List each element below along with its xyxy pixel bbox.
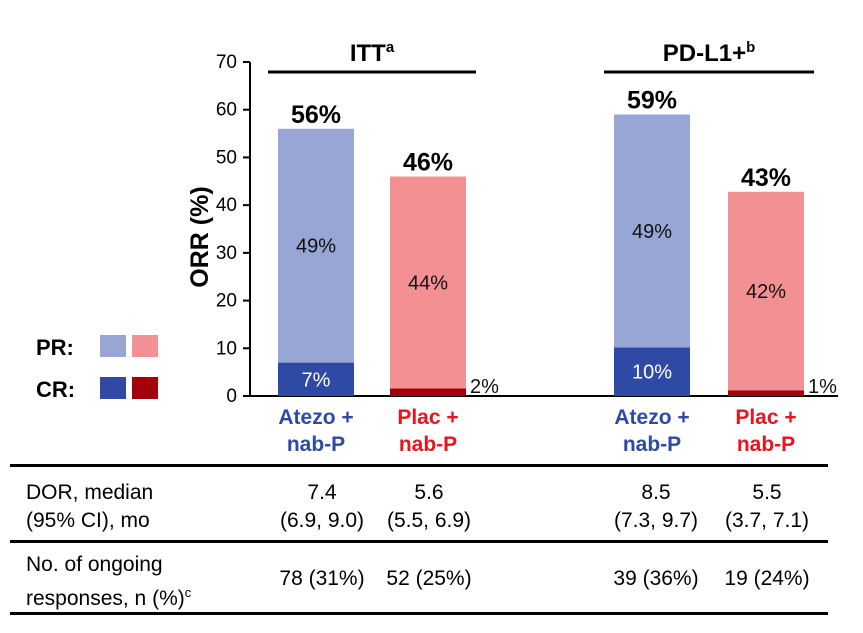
bar-category-label: nab-P bbox=[737, 433, 795, 456]
bar-pr-label: 49% bbox=[296, 236, 336, 258]
dor-cell-pdl1-atezo: 8.5 (7.3, 9.7) bbox=[613, 481, 699, 532]
orr-chart: 0 10 20 30 40 50 60 70 ORR (%) ITTa 56% 49% 7% Atezo… bbox=[186, 39, 838, 456]
bar-category-label: nab-P bbox=[287, 433, 345, 456]
y-tick-label: 60 bbox=[216, 100, 237, 121]
y-tick-label: 10 bbox=[216, 338, 237, 359]
bar-segment-pr bbox=[390, 176, 466, 389]
bar-segment-pr bbox=[614, 114, 690, 348]
table-top-rule bbox=[10, 464, 828, 467]
ongoing-cell-pdl1-atezo: 39 (36%) bbox=[613, 567, 699, 590]
group-title: ITTa bbox=[350, 39, 395, 67]
y-tick-label: 0 bbox=[226, 386, 237, 407]
bar-pr-label: 42% bbox=[746, 281, 786, 303]
bar-category-label: nab-P bbox=[399, 433, 457, 456]
bar-cr-label: 1% bbox=[808, 376, 837, 398]
bar-category-label: Atezo + bbox=[614, 406, 689, 429]
group-title: PD-L1+b bbox=[663, 39, 756, 67]
dor-row-label: DOR, median (95% CI), mo bbox=[26, 481, 154, 532]
legend-cr-atezo-swatch bbox=[100, 377, 126, 399]
y-tick-label: 50 bbox=[216, 147, 237, 168]
bar-category-label: Atezo + bbox=[278, 406, 353, 429]
bar-pr-label: 44% bbox=[408, 272, 448, 294]
bar-pr-label: 49% bbox=[632, 221, 672, 243]
bar-total-label: 46% bbox=[403, 149, 453, 177]
legend-pr-plac-swatch bbox=[132, 335, 158, 357]
legend-pr-label: PR: bbox=[36, 335, 74, 360]
y-tick-label: 70 bbox=[216, 52, 237, 73]
y-tick-label: 30 bbox=[216, 243, 237, 264]
bar-segment-pr bbox=[728, 191, 804, 391]
y-axis-label: ORR (%) bbox=[186, 186, 214, 287]
bar-category-label: nab-P bbox=[623, 433, 681, 456]
y-tick-label: 20 bbox=[216, 291, 237, 312]
bar-cr-label: 7% bbox=[302, 369, 331, 391]
dor-cell-itt-plac: 5.6 (5.5, 6.9) bbox=[386, 481, 472, 532]
dor-cell-itt-atezo: 7.4 (6.9, 9.0) bbox=[279, 481, 365, 532]
bar-total-label: 43% bbox=[741, 164, 791, 192]
legend-cr-plac-swatch bbox=[132, 377, 158, 399]
bar-total-label: 56% bbox=[291, 101, 341, 129]
ongoing-cell-pdl1-plac: 19 (24%) bbox=[724, 567, 810, 590]
bar-total-label: 59% bbox=[627, 86, 677, 114]
legend-cr-label: CR: bbox=[36, 377, 76, 402]
table-mid-rule bbox=[10, 540, 828, 543]
y-tick-label: 40 bbox=[216, 195, 237, 216]
bar-segment-cr bbox=[390, 388, 466, 396]
ongoing-cell-itt-atezo: 78 (31%) bbox=[279, 567, 365, 590]
bar-segment-cr bbox=[728, 390, 804, 396]
table-bottom-rule bbox=[10, 612, 828, 615]
bar-segment-cr bbox=[278, 362, 354, 396]
bar-segment-cr bbox=[614, 347, 690, 396]
bar-cr-label: 2% bbox=[470, 376, 499, 398]
bar-category-label: Plac + bbox=[397, 406, 458, 429]
bar-category-label: Plac + bbox=[735, 406, 796, 429]
ongoing-cell-itt-plac: 52 (25%) bbox=[386, 567, 472, 590]
legend-pr-atezo-swatch bbox=[100, 335, 126, 357]
dor-cell-pdl1-plac: 5.5 (3.7, 7.1) bbox=[724, 481, 810, 532]
bar-segment-pr bbox=[278, 128, 354, 363]
bar-cr-label: 10% bbox=[632, 362, 672, 384]
ongoing-row-label: No. of ongoing responses, n (%)c bbox=[26, 553, 192, 610]
